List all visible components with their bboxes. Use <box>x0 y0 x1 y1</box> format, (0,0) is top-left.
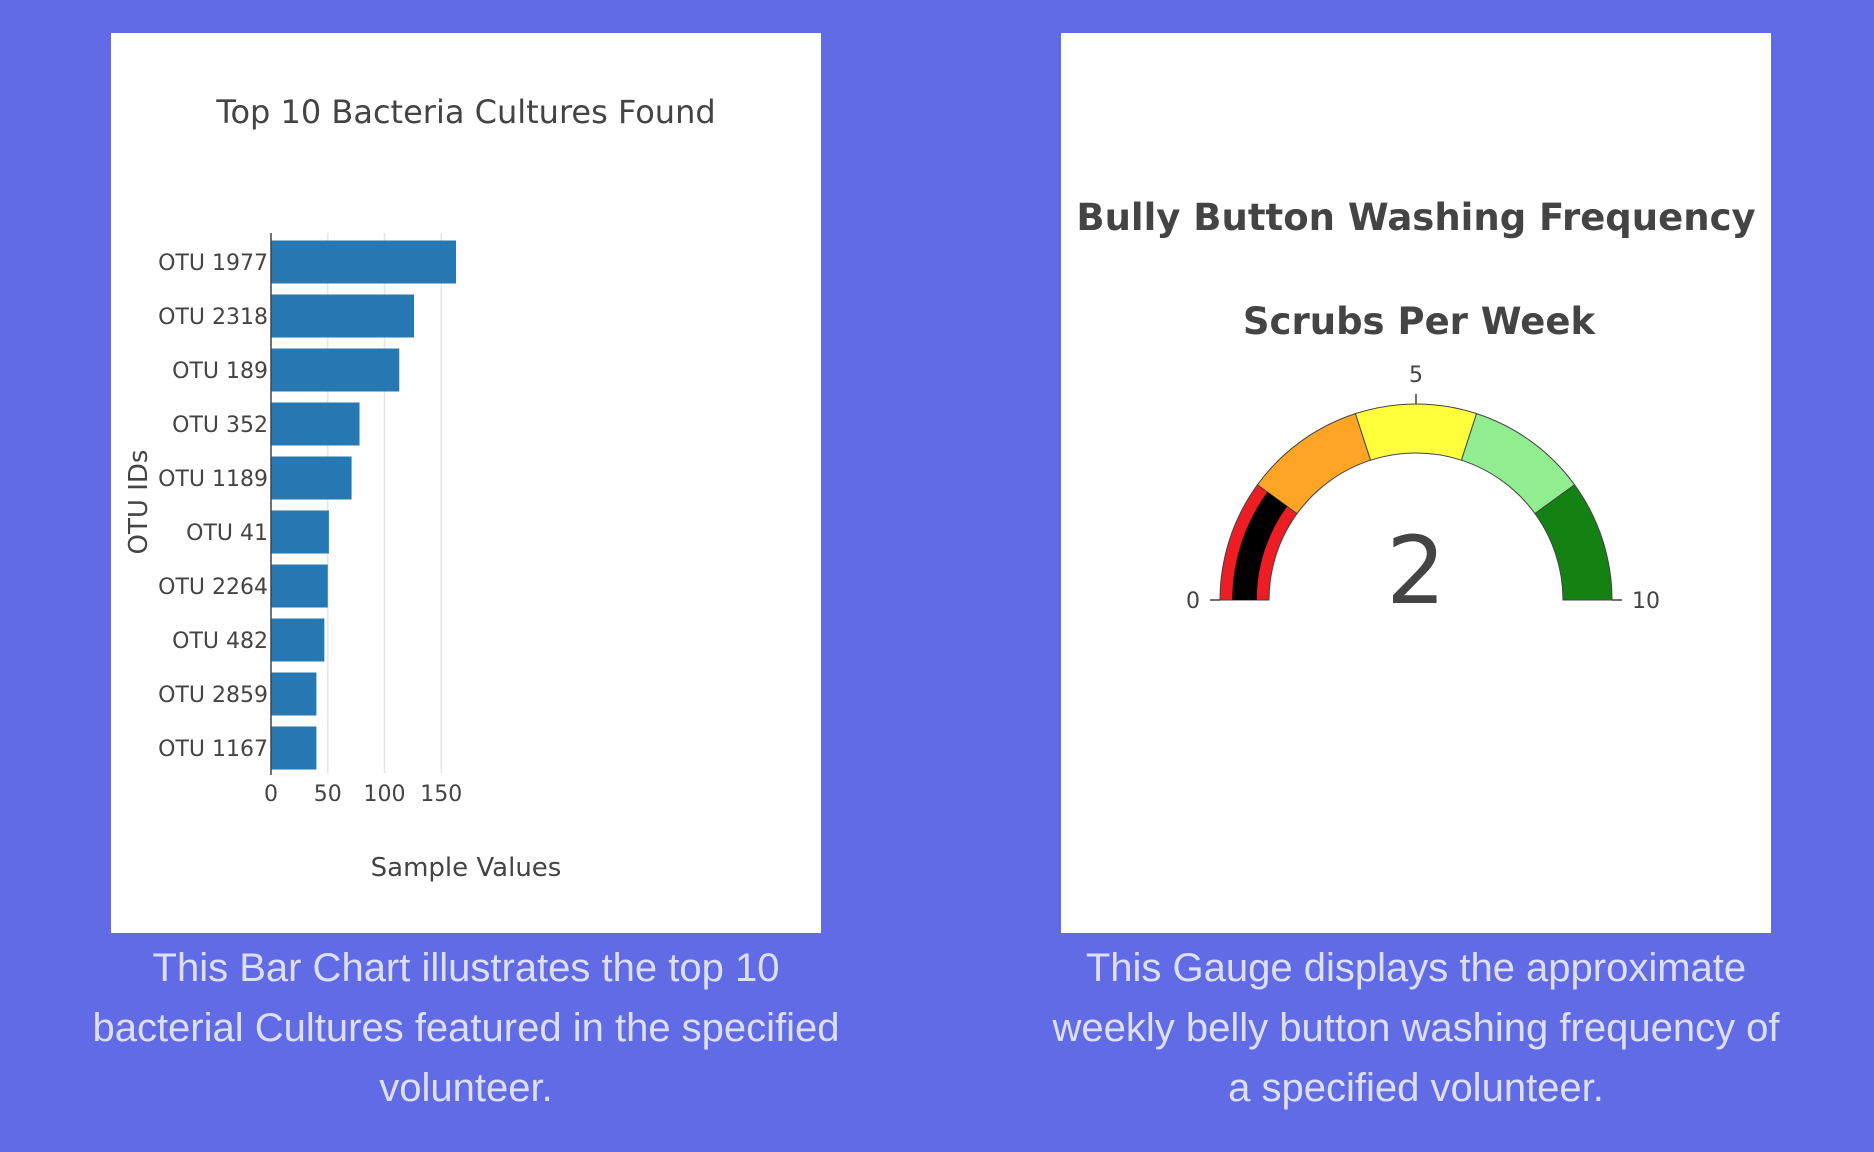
y-tick-label: OTU 1189 <box>158 467 268 492</box>
gauge-tick-label: 0 <box>1186 589 1200 614</box>
y-tick-label: OTU 2264 <box>158 575 268 600</box>
y-tick-labels: OTU 1977 OTU 2318 OTU 189 OTU 352 OTU 1189 OT… <box>158 251 268 762</box>
x-tick-label: 50 <box>314 782 342 807</box>
bar <box>271 456 352 500</box>
y-tick-label: OTU 1977 <box>158 251 268 276</box>
gauge-chart: Bully Button Washing Frequency Scrubs Pe… <box>1076 196 1755 626</box>
bar-chart: Top 10 Bacteria Cultures Found OTU 1977O… <box>124 93 716 883</box>
x-tick-label: 0 <box>264 782 278 807</box>
x-tick-labels: 0 50 100 150 <box>264 782 462 807</box>
y-tick-label: OTU 2859 <box>158 683 268 708</box>
gauge-tick-label: 5 <box>1409 363 1423 388</box>
y-tick-label: OTU 41 <box>186 521 268 546</box>
bar <box>271 402 360 446</box>
gauge-step <box>1354 403 1478 461</box>
bar-chart-caption: This Bar Chart illustrates the top 10 ba… <box>92 946 840 1110</box>
gauge-step <box>1534 484 1613 601</box>
bar-chart-title: Top 10 Bacteria Cultures Found <box>215 93 715 131</box>
gauge-tick-label: 10 <box>1632 589 1660 614</box>
bar-chart-panel: Top 10 Bacteria Cultures Found OTU 1977 O… <box>111 33 821 933</box>
bar <box>271 726 317 770</box>
x-tick-label: 100 <box>364 782 406 807</box>
gauge-subtitle: Scrubs Per Week <box>1243 300 1597 343</box>
bar <box>271 618 325 662</box>
bar <box>271 294 415 338</box>
gauge-ticks: 0 5 10 <box>1186 363 1660 614</box>
gauge-caption: This Gauge displays the approximate week… <box>1052 946 1780 1110</box>
gauge-panel: Bully Button Washing Frequency Scrubs Pe… <box>1061 33 1771 933</box>
bar-series <box>271 240 457 770</box>
y-tick-label: OTU 352 <box>172 413 268 438</box>
x-axis-title: Sample Values <box>371 853 562 883</box>
bar <box>271 348 400 392</box>
gauge-title: Bully Button Washing Frequency <box>1076 196 1755 239</box>
x-tick-label: 150 <box>420 782 462 807</box>
bar <box>271 672 317 716</box>
y-tick-label: OTU 482 <box>172 629 268 654</box>
y-tick-label: OTU 2318 <box>158 305 268 330</box>
gauge-value-bar <box>1232 491 1288 600</box>
gauge-value-arc <box>1232 491 1288 600</box>
y-axis-title: OTU IDs <box>124 450 154 555</box>
bar <box>271 564 328 608</box>
bar <box>271 240 457 284</box>
y-tick-label: OTU 189 <box>172 359 268 384</box>
gauge-value-number: 2 <box>1386 517 1446 626</box>
bar <box>271 510 329 554</box>
y-tick-label: OTU 1167 <box>158 737 268 762</box>
